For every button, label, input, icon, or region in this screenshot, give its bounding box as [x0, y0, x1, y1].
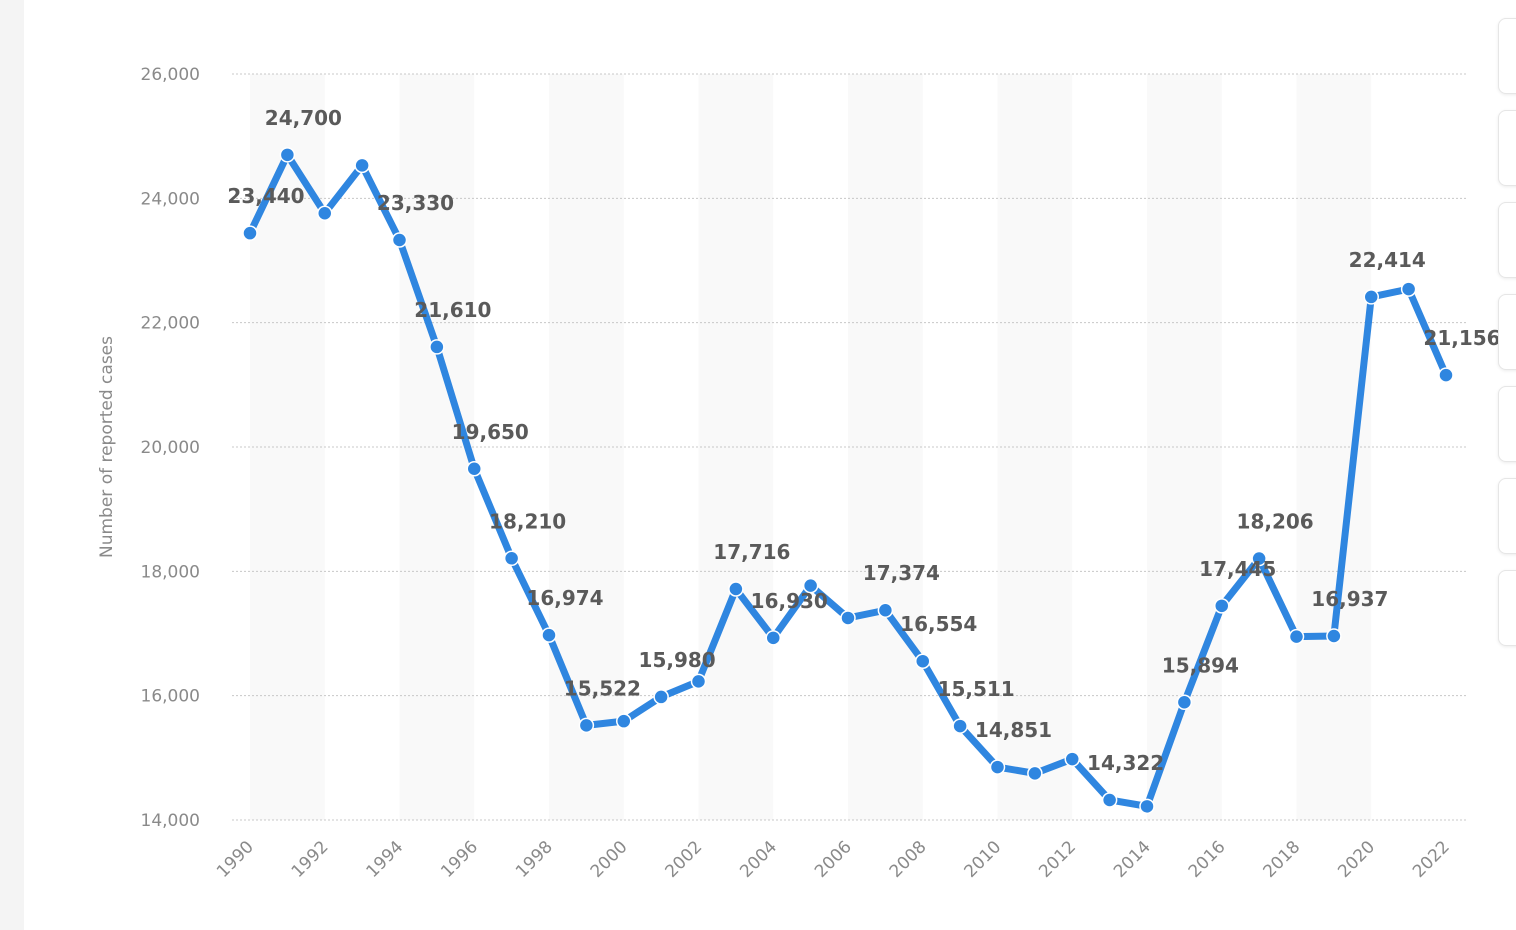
data-point-1999[interactable]	[578, 717, 595, 734]
y-axis-title: Number of reported cases	[97, 336, 117, 558]
data-point-2018[interactable]	[1288, 628, 1305, 645]
data-label-1996: 19,650	[452, 420, 529, 444]
data-point-2005[interactable]	[802, 577, 819, 594]
x-tick-label: 2002	[662, 837, 707, 882]
data-point-2014[interactable]	[1139, 798, 1155, 815]
data-point-1993[interactable]	[354, 157, 370, 174]
data-label-2015: 15,894	[1162, 653, 1239, 677]
x-tick-label: 1992	[288, 837, 333, 882]
data-point-2004[interactable]	[765, 630, 781, 646]
side-toolbar-button-7[interactable]	[1498, 570, 1516, 646]
side-toolbar-button-5[interactable]	[1498, 386, 1516, 462]
data-label-2010: 14,851	[975, 718, 1052, 742]
x-tick-label: 2012	[1035, 837, 1080, 882]
data-label-2016: 17,445	[1199, 557, 1276, 581]
data-point-2009[interactable]	[952, 718, 968, 734]
x-tick-label: 1990	[213, 837, 258, 882]
data-label-1990: 23,440	[227, 184, 304, 208]
data-label-1995: 21,610	[414, 298, 491, 322]
data-point-1990[interactable]	[242, 225, 258, 241]
data-label-2004: 16,930	[751, 589, 828, 613]
data-point-2017[interactable]	[1251, 550, 1267, 567]
data-label-1991: 24,700	[265, 106, 342, 130]
data-point-1992[interactable]	[317, 205, 333, 222]
data-point-2013[interactable]	[1101, 792, 1118, 808]
grid-lines	[232, 73, 1466, 821]
data-label-1998: 16,974	[526, 586, 603, 610]
data-label-2019: 16,937	[1311, 587, 1388, 611]
data-point-2019[interactable]	[1326, 628, 1342, 644]
data-point-2015[interactable]	[1176, 694, 1193, 711]
x-tick-label: 2008	[886, 837, 931, 882]
side-toolbar-button-3[interactable]	[1498, 202, 1516, 278]
side-toolbar-button-4[interactable]	[1498, 294, 1516, 370]
side-toolbar-button-1[interactable]	[1498, 18, 1516, 94]
data-point-2012[interactable]	[1064, 751, 1080, 767]
data-point-2020[interactable]	[1363, 289, 1379, 305]
alternating-bands	[250, 74, 1372, 820]
x-tick-label: 2018	[1260, 837, 1305, 882]
x-tick-label: 2010	[961, 837, 1006, 882]
data-point-2022[interactable]	[1438, 367, 1454, 383]
y-tick-label: 24,000	[141, 189, 200, 209]
x-tick-label: 1994	[363, 837, 408, 882]
x-tick-label: 2004	[736, 837, 781, 882]
data-point-1996[interactable]	[466, 461, 482, 477]
data-point-1994[interactable]	[391, 232, 408, 248]
y-tick-label: 22,000	[141, 314, 200, 334]
data-labels: 23,440 24,700 23,330 21,610 19,650 18,210 16,9…	[227, 106, 1500, 775]
data-point-2007[interactable]	[877, 602, 894, 618]
side-toolbar-button-6[interactable]	[1498, 478, 1516, 554]
data-point-2003[interactable]	[728, 581, 744, 597]
data-point-1991[interactable]	[279, 147, 296, 163]
data-label-2022: 21,156	[1423, 326, 1500, 350]
side-toolbar-button-2[interactable]	[1498, 110, 1516, 186]
data-label-1994: 23,330	[377, 191, 454, 215]
x-tick-label: 2014	[1110, 837, 1155, 882]
data-point-2006[interactable]	[840, 610, 856, 626]
y-tick-label: 18,000	[141, 562, 200, 582]
x-tick-label: 1996	[437, 837, 482, 882]
data-label-2008: 16,554	[900, 612, 977, 636]
data-label-2013: 14,322	[1087, 751, 1164, 775]
data-point-2008[interactable]	[915, 653, 931, 669]
x-tick-label: 2006	[811, 837, 856, 882]
x-tick-label: 2022	[1409, 837, 1454, 882]
data-point-2001[interactable]	[653, 689, 669, 705]
y-tick-label: 16,000	[141, 687, 200, 707]
data-point-2010[interactable]	[989, 759, 1006, 775]
data-point-2016[interactable]	[1214, 598, 1230, 614]
x-tick-label: 2000	[587, 837, 632, 882]
data-point-2000[interactable]	[616, 713, 632, 729]
data-label-2003: 17,716	[713, 540, 790, 564]
data-point-2021[interactable]	[1400, 281, 1417, 297]
y-tick-label: 14,000	[141, 811, 200, 831]
data-label-2007: 17,374	[863, 561, 940, 585]
y-axis-ticks: 14,000 16,000 18,000 20,000 22,000 24,000 26,0…	[141, 65, 200, 831]
data-point-2002[interactable]	[690, 673, 707, 690]
data-label-1999: 15,522	[564, 676, 641, 700]
data-label-2017: 18,206	[1237, 510, 1314, 534]
data-label-1997: 18,210	[489, 509, 566, 533]
data-label-2009: 15,511	[938, 677, 1015, 701]
y-tick-label: 20,000	[141, 438, 200, 458]
x-tick-label: 2016	[1185, 837, 1230, 882]
data-label-2001: 15,980	[639, 648, 716, 672]
y-tick-label: 26,000	[141, 65, 200, 85]
x-tick-label: 1998	[512, 837, 557, 882]
x-tick-label: 2020	[1334, 837, 1379, 882]
data-point-1997[interactable]	[503, 550, 520, 567]
data-point-2011[interactable]	[1027, 765, 1043, 782]
data-label-2020: 22,414	[1349, 248, 1426, 272]
data-point-1995[interactable]	[429, 339, 445, 355]
x-axis-ticks: 1990 1992 1994 1996 1998 2000 2002 2004 2006 2008…	[213, 837, 1454, 882]
data-point-1998[interactable]	[541, 627, 557, 643]
data-points	[242, 147, 1454, 815]
